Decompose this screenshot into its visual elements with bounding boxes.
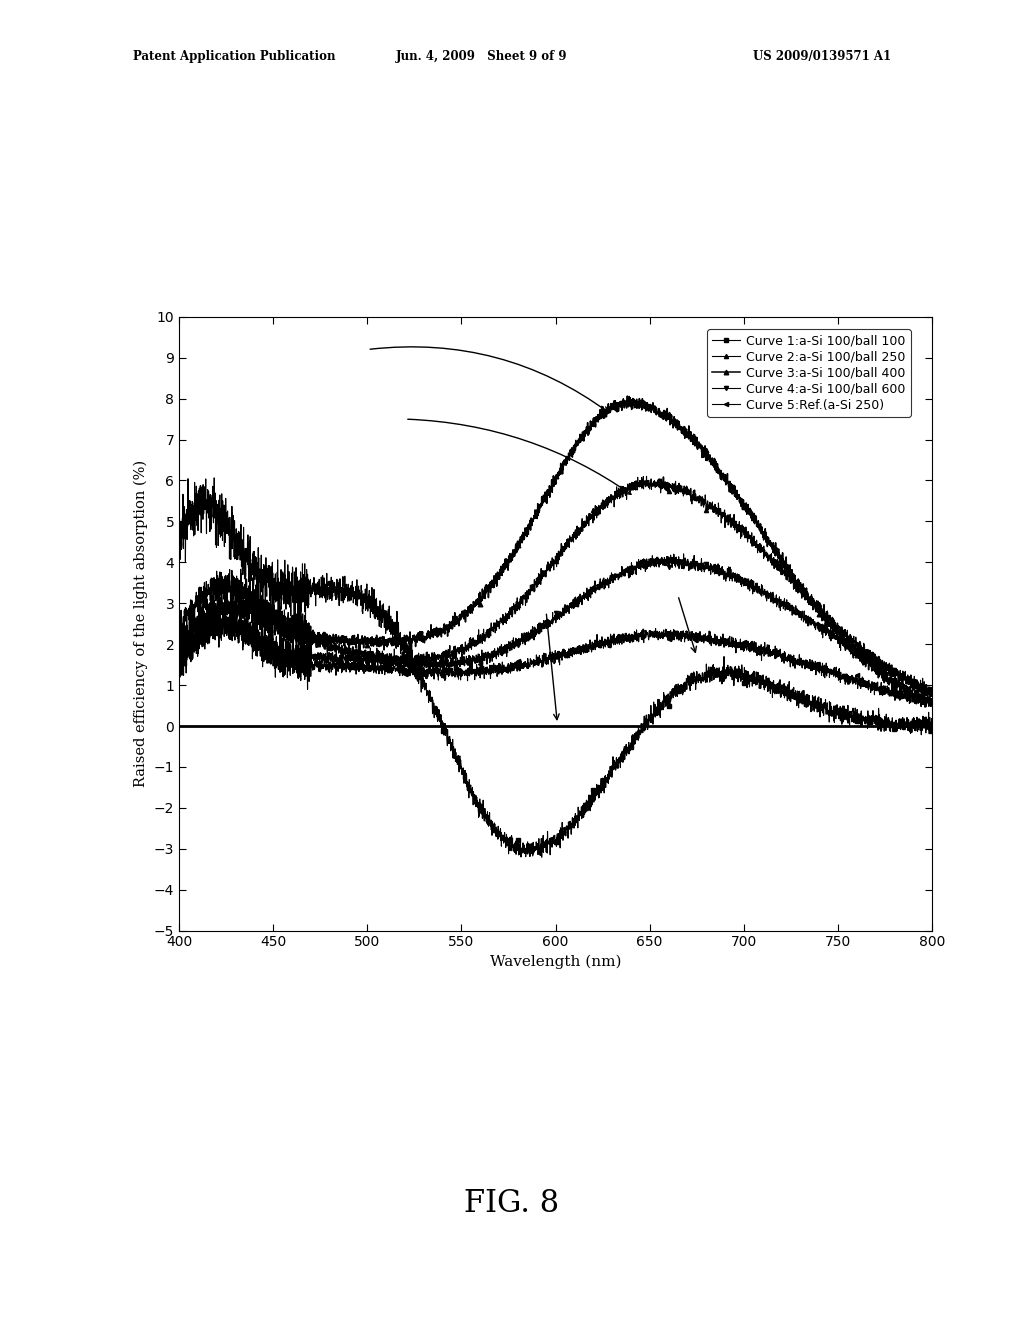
Curve 2:a-Si 100/ball 250 [865,645,878,661]
Curve 3:a-Si 100/ball 400 [489,576,502,591]
Curve 3:a-Si 100/ball 400 [622,388,634,404]
Curve 1:a-Si 100/ball 100 [530,842,543,858]
Curve 1:a-Si 100/ball 100 [903,723,915,739]
Curve 5:Ref.(a-Si 250) [496,661,508,677]
Curve 3:a-Si 100/ball 400 [173,639,185,655]
Text: FIG. 8: FIG. 8 [465,1188,559,1220]
Curve 5:Ref.(a-Si 250) [530,652,543,668]
Curve 4:a-Si 100/ball 600 [903,676,915,692]
Curve 5:Ref.(a-Si 250) [173,649,185,665]
Curve 4:a-Si 100/ball 600 [530,622,543,638]
Legend: Curve 1:a-Si 100/ball 100, Curve 2:a-Si 100/ball 250, Curve 3:a-Si 100/ball 400,: Curve 1:a-Si 100/ball 100, Curve 2:a-Si … [708,329,910,417]
Curve 1:a-Si 100/ball 100 [173,536,185,552]
Curve 2:a-Si 100/ball 250 [496,611,508,627]
Curve 1:a-Si 100/ball 100 [536,849,548,865]
Curve 4:a-Si 100/ball 600 [496,636,508,652]
Curve 2:a-Si 100/ball 250 [173,616,185,632]
Curve 4:a-Si 100/ball 600 [720,566,732,582]
Line: Curve 1:a-Si 100/ball 100: Curve 1:a-Si 100/ball 100 [177,475,934,859]
Line: Curve 4:a-Si 100/ball 600: Curve 4:a-Si 100/ball 600 [177,552,934,696]
Curve 2:a-Si 100/ball 250 [926,689,938,705]
Curve 5:Ref.(a-Si 250) [489,663,502,678]
Curve 3:a-Si 100/ball 400 [915,698,928,714]
Curve 1:a-Si 100/ball 100 [496,826,508,842]
Curve 4:a-Si 100/ball 600 [489,648,502,664]
Curve 3:a-Si 100/ball 400 [903,684,915,700]
Curve 3:a-Si 100/ball 400 [865,653,878,669]
Curve 5:Ref.(a-Si 250) [919,700,931,715]
Curve 2:a-Si 100/ball 250 [720,508,732,524]
Curve 3:a-Si 100/ball 400 [720,473,732,488]
Curve 5:Ref.(a-Si 250) [865,681,878,697]
Curve 1:a-Si 100/ball 100 [489,824,502,840]
Curve 3:a-Si 100/ball 400 [496,560,508,576]
Curve 1:a-Si 100/ball 100 [720,669,732,685]
Curve 4:a-Si 100/ball 600 [865,651,878,667]
Line: Curve 5:Ref.(a-Si 250): Curve 5:Ref.(a-Si 250) [177,610,934,709]
Curve 5:Ref.(a-Si 250) [720,635,732,651]
Curve 2:a-Si 100/ball 250 [530,574,543,590]
Line: Curve 3:a-Si 100/ball 400: Curve 3:a-Si 100/ball 400 [177,393,934,709]
Text: Patent Application Publication: Patent Application Publication [133,50,336,63]
Text: US 2009/0139571 A1: US 2009/0139571 A1 [753,50,891,63]
Curve 5:Ref.(a-Si 250) [903,688,915,704]
Y-axis label: Raised efficiency of the light absorption (%): Raised efficiency of the light absorptio… [134,461,148,787]
X-axis label: Wavelength (nm): Wavelength (nm) [489,954,622,969]
Curve 2:a-Si 100/ball 250 [923,692,935,708]
Curve 5:Ref.(a-Si 250) [926,698,938,714]
Curve 3:a-Si 100/ball 400 [530,503,543,519]
Curve 2:a-Si 100/ball 250 [489,623,502,639]
Line: Curve 2:a-Si 100/ball 250: Curve 2:a-Si 100/ball 250 [177,474,934,701]
Curve 1:a-Si 100/ball 100 [208,470,220,486]
Curve 2:a-Si 100/ball 250 [903,675,915,690]
Curve 1:a-Si 100/ball 100 [865,713,878,729]
Curve 4:a-Si 100/ball 600 [926,685,938,701]
Curve 2:a-Si 100/ball 250 [640,469,652,484]
Curve 3:a-Si 100/ball 400 [926,694,938,710]
Curve 4:a-Si 100/ball 600 [921,686,933,702]
Curve 1:a-Si 100/ball 100 [926,715,938,731]
Curve 5:Ref.(a-Si 250) [226,603,239,619]
Curve 4:a-Si 100/ball 600 [173,667,185,682]
Text: Jun. 4, 2009   Sheet 9 of 9: Jun. 4, 2009 Sheet 9 of 9 [395,50,567,63]
Curve 4:a-Si 100/ball 600 [678,546,690,562]
